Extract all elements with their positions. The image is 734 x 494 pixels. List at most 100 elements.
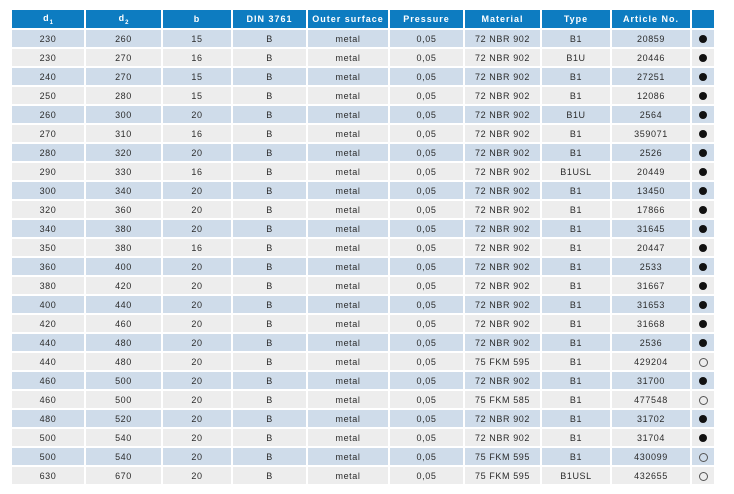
cell-value: 670 — [115, 470, 132, 481]
cell-value: 0,05 — [416, 394, 437, 405]
hollow-circle-icon — [698, 471, 708, 481]
cell-din: B — [233, 258, 306, 275]
cell-value: 0,05 — [416, 413, 437, 424]
cell-marker — [692, 258, 714, 275]
cell-value: 20 — [191, 109, 203, 120]
cell-d1: 270 — [12, 125, 84, 142]
cell-outer: metal — [308, 372, 388, 389]
cell-value: 17866 — [636, 204, 666, 215]
cell-d2: 340 — [86, 182, 161, 199]
cell-article: 2564 — [612, 106, 690, 123]
cell-d1: 290 — [12, 163, 84, 180]
column-header-d1: d1 — [12, 10, 84, 28]
cell-value: 20 — [191, 223, 203, 234]
cell-article: 430099 — [612, 448, 690, 465]
cell-type: B1 — [542, 87, 610, 104]
cell-value: 340 — [115, 185, 132, 196]
seal-spec-table: d1 d2 b DIN 3761 Outer surface Pressure Materi… — [10, 8, 716, 486]
cell-value: 230 — [39, 33, 57, 44]
cell-value: 2533 — [639, 261, 663, 272]
cell-value: 20 — [191, 356, 203, 367]
cell-marker — [692, 315, 714, 332]
cell-value: B1 — [569, 356, 583, 367]
cell-d1: 440 — [12, 353, 84, 370]
cell-type: B1 — [542, 372, 610, 389]
cell-value: 0,05 — [416, 71, 437, 82]
cell-outer: metal — [308, 220, 388, 237]
cell-value: B1U — [566, 52, 586, 63]
filled-circle-icon — [699, 434, 707, 443]
cell-value: B — [266, 128, 273, 139]
cell-value: 20 — [191, 413, 203, 424]
cell-article: 31704 — [612, 429, 690, 446]
cell-type: B1 — [542, 296, 610, 313]
cell-material: 75 FKM 595 — [465, 448, 540, 465]
cell-type: B1 — [542, 182, 610, 199]
cell-value: metal — [335, 318, 361, 329]
cell-value: 20 — [191, 147, 203, 158]
cell-value: 300 — [115, 109, 132, 120]
cell-type: B1 — [542, 201, 610, 218]
cell-pressure: 0,05 — [390, 163, 463, 180]
cell-material: 75 FKM 585 — [465, 391, 540, 408]
cell-value: metal — [335, 375, 361, 386]
column-header-subscript: 1 — [49, 19, 53, 26]
cell-material: 75 FKM 595 — [465, 467, 540, 484]
cell-value: metal — [335, 185, 361, 196]
hollow-circle-icon — [698, 452, 708, 462]
cell-b: 16 — [163, 163, 231, 180]
cell-value: 72 NBR 902 — [474, 337, 531, 348]
cell-value: 420 — [39, 318, 57, 329]
cell-value: metal — [335, 261, 361, 272]
cell-article: 13450 — [612, 182, 690, 199]
cell-value: B1 — [569, 261, 583, 272]
cell-din: B — [233, 201, 306, 218]
cell-material: 72 NBR 902 — [465, 334, 540, 351]
cell-value: 20 — [191, 451, 203, 462]
cell-value: B1USL — [560, 166, 592, 177]
cell-marker — [692, 106, 714, 123]
cell-din: B — [233, 68, 306, 85]
cell-value: B1 — [569, 223, 583, 234]
cell-b: 20 — [163, 106, 231, 123]
cell-value: 380 — [39, 280, 57, 291]
cell-value: metal — [335, 223, 361, 234]
cell-value: 15 — [191, 90, 203, 101]
column-header-label: DIN 3761 — [246, 14, 293, 24]
cell-value: 20449 — [636, 166, 666, 177]
cell-value: 280 — [39, 147, 57, 158]
cell-marker — [692, 125, 714, 142]
cell-article: 20859 — [612, 30, 690, 47]
cell-marker — [692, 296, 714, 313]
cell-value: B1 — [569, 242, 583, 253]
cell-value: 20446 — [636, 52, 666, 63]
cell-d2: 540 — [86, 429, 161, 446]
cell-value: 72 NBR 902 — [474, 185, 531, 196]
cell-value: B — [266, 394, 273, 405]
cell-value: metal — [335, 71, 361, 82]
cell-value: metal — [335, 109, 361, 120]
cell-article: 31668 — [612, 315, 690, 332]
cell-type: B1 — [542, 277, 610, 294]
cell-pressure: 0,05 — [390, 429, 463, 446]
cell-b: 15 — [163, 68, 231, 85]
cell-value: B — [266, 109, 273, 120]
cell-d2: 540 — [86, 448, 161, 465]
cell-material: 72 NBR 902 — [465, 49, 540, 66]
cell-b: 20 — [163, 334, 231, 351]
cell-value: 72 NBR 902 — [474, 299, 531, 310]
cell-value: 400 — [115, 261, 132, 272]
cell-type: B1 — [542, 315, 610, 332]
cell-article: 31702 — [612, 410, 690, 427]
cell-value: metal — [335, 394, 361, 405]
cell-value: metal — [335, 147, 361, 158]
cell-article: 31667 — [612, 277, 690, 294]
cell-value: 72 NBR 902 — [474, 204, 531, 215]
cell-marker — [692, 144, 714, 161]
cell-d1: 230 — [12, 49, 84, 66]
cell-din: B — [233, 429, 306, 446]
